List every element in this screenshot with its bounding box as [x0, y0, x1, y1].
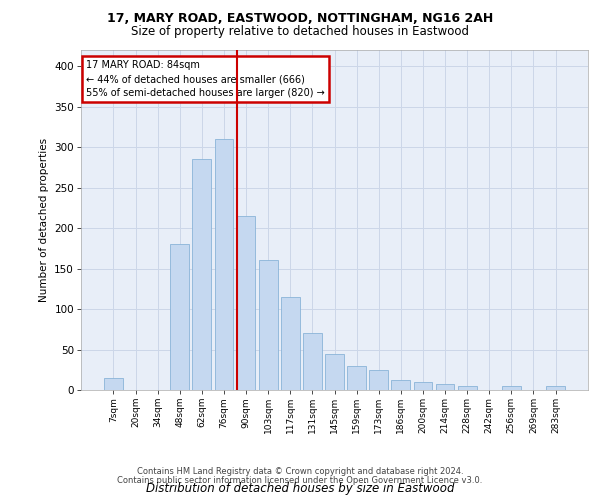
Text: Contains HM Land Registry data © Crown copyright and database right 2024.: Contains HM Land Registry data © Crown c…	[137, 467, 463, 476]
Bar	[325, 354, 344, 390]
Bar	[236, 216, 256, 390]
Bar	[436, 384, 454, 390]
Bar	[502, 386, 521, 390]
Y-axis label: Number of detached properties: Number of detached properties	[39, 138, 49, 302]
Bar	[193, 160, 211, 390]
Bar	[347, 366, 366, 390]
Bar	[259, 260, 278, 390]
Bar	[413, 382, 433, 390]
Bar	[104, 378, 123, 390]
Bar	[170, 244, 189, 390]
Bar	[458, 386, 476, 390]
Bar	[215, 139, 233, 390]
Text: 17, MARY ROAD, EASTWOOD, NOTTINGHAM, NG16 2AH: 17, MARY ROAD, EASTWOOD, NOTTINGHAM, NG1…	[107, 12, 493, 24]
Text: Contains public sector information licensed under the Open Government Licence v3: Contains public sector information licen…	[118, 476, 482, 485]
Text: Size of property relative to detached houses in Eastwood: Size of property relative to detached ho…	[131, 25, 469, 38]
Bar	[370, 370, 388, 390]
Bar	[546, 386, 565, 390]
Text: 17 MARY ROAD: 84sqm
← 44% of detached houses are smaller (666)
55% of semi-detac: 17 MARY ROAD: 84sqm ← 44% of detached ho…	[86, 60, 325, 98]
Text: Distribution of detached houses by size in Eastwood: Distribution of detached houses by size …	[146, 482, 454, 495]
Bar	[281, 297, 299, 390]
Bar	[391, 380, 410, 390]
Bar	[303, 334, 322, 390]
